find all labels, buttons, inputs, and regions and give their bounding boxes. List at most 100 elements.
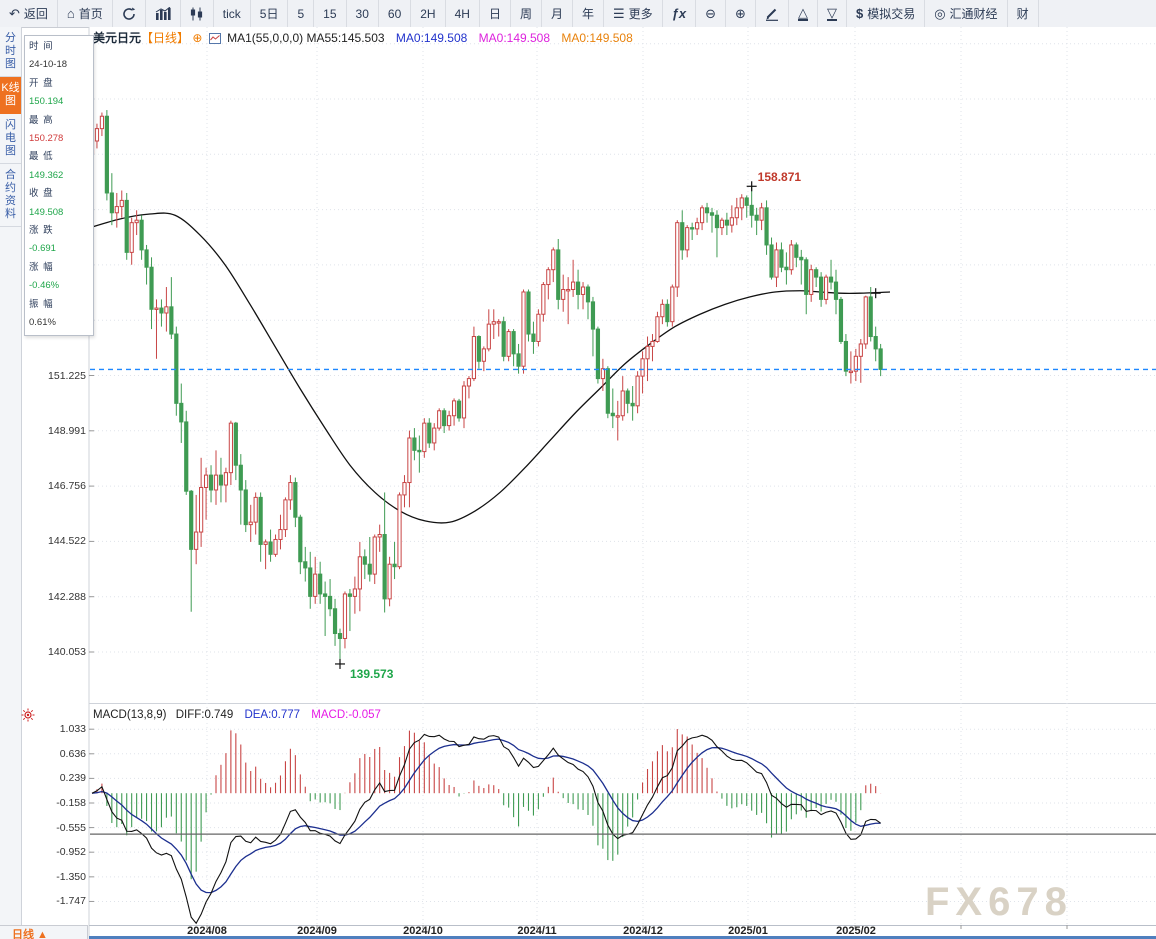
toolbar-button-label: 更多 <box>628 7 653 21</box>
y-axis-label: 140.053 <box>48 646 86 658</box>
toolbar-button-5[interactable]: 5 <box>288 0 315 27</box>
toolbar-button-label: 首页 <box>78 7 103 21</box>
refresh-icon <box>122 7 136 21</box>
toolbar-button-label: 汇通财经 <box>949 7 998 21</box>
toolbar-button-4H[interactable]: 4H <box>446 0 480 27</box>
toolbar-button-label: 财 <box>1016 7 1029 21</box>
toolbar-button-label: 模拟交易 <box>867 7 916 21</box>
ma-blue-value: MA0:149.508 <box>395 31 468 45</box>
toolbar-button-tick[interactable]: tick <box>214 0 251 27</box>
sidebar-tab-K线图[interactable]: K线图 <box>0 77 21 114</box>
main-chart-header: 美元日元【日线】 ⊕ MA1(55,0,0,0) MA55:145.503 MA… <box>93 29 633 47</box>
toolbar-button-label: 4H <box>454 6 470 21</box>
toolbar-button-pencil-icon[interactable] <box>756 0 789 27</box>
symbol-name: 美元日元 <box>93 31 142 45</box>
triangle-down-icon: ▽ <box>826 5 837 21</box>
toolbar-button-fx-icon[interactable]: ƒx <box>663 0 697 27</box>
sidebar-tab-闪电图[interactable]: 闪电图 <box>0 114 21 164</box>
toolbar-button-label: 年 <box>581 7 594 21</box>
info-label: 最 低 <box>29 151 54 163</box>
y-axis-label: 146.756 <box>48 480 86 493</box>
toolbar-button-label: 日 <box>488 7 501 21</box>
fx678-watermark: FX678 <box>925 880 1073 924</box>
x-axis-label: 2024/12 <box>623 925 663 937</box>
home-icon: ⌂ <box>66 6 75 21</box>
info-label: 涨 跌 <box>29 225 54 237</box>
info-label: 收 盘 <box>29 188 54 200</box>
toolbar-button-triangle-up-icon[interactable]: △ <box>789 0 818 27</box>
toolbar-button-label: 5日 <box>259 7 279 21</box>
ohlc-info-panel: 时 间 24-10-18 开 盘 150.194 最 高 150.278 最 低 149.36… <box>24 35 94 336</box>
toolbar-button-汇通财经[interactable]: ◎ 汇通财经 <box>925 0 1008 27</box>
toolbar-button-首页[interactable]: ⌂ 首页 <box>58 0 113 27</box>
toolbar-button-label: tick <box>222 6 241 21</box>
toolbar-button-2H[interactable]: 2H <box>411 0 446 27</box>
info-value: 149.362 <box>29 169 64 181</box>
toolbar-button-candlestick-icon[interactable] <box>181 0 214 27</box>
y-axis-label: 1.033 <box>59 723 86 736</box>
toolbar-button-refresh-icon[interactable] <box>113 0 146 27</box>
menu-icon: ☰ <box>613 6 625 21</box>
x-axis-label: 2025/02 <box>836 925 876 937</box>
toolbar-button-triangle-down-icon[interactable]: ▽ <box>818 0 847 27</box>
y-axis-label: 148.991 <box>48 424 86 437</box>
high-price-annotation: 158.871 <box>757 170 802 185</box>
dollar-icon: $ <box>855 6 864 21</box>
sidebar-tab-分时图[interactable]: 分时图 <box>0 27 21 77</box>
info-value: -0.46% <box>29 280 60 292</box>
toolbar-button-label: 30 <box>355 6 369 21</box>
y-axis-label: -0.555 <box>56 821 86 834</box>
ma-magenta-value: MA0:149.508 <box>478 31 551 45</box>
toolbar-button-bar-chart-icon[interactable] <box>146 0 181 27</box>
toolbar-button-label: 60 <box>387 6 402 21</box>
macd-diff-value: DIFF:0.749 <box>175 709 234 721</box>
toolbar-button-30[interactable]: 30 <box>347 0 379 27</box>
toolbar-button-年[interactable]: 年 <box>573 0 604 27</box>
macd-settings-icon[interactable] <box>21 708 35 727</box>
toolbar-button-zoom-in-icon[interactable]: ⊕ <box>726 0 756 27</box>
toolbar-button-模拟交易[interactable]: $ 模拟交易 <box>847 0 926 27</box>
y-axis-label: 144.522 <box>48 535 86 548</box>
info-value: 0.61% <box>29 317 56 329</box>
y-axis-label: -0.158 <box>56 796 86 809</box>
macd-header: MACD(13,8,9) DIFF:0.749 DEA:0.777 MACD:-… <box>93 709 381 721</box>
toolbar: ↶ 返回 ⌂ 首页 tick 5日 5 15 30 60 2H 4H 日周月年 ☰ 更多 ƒx ⊖ ⊕ △ ▽ $ 模拟交… <box>0 0 1156 28</box>
toolbar-button-15[interactable]: 15 <box>314 0 347 27</box>
bar-chart-icon <box>155 7 171 20</box>
toolbar-button-周[interactable]: 周 <box>511 0 542 27</box>
info-label: 最 高 <box>29 114 54 126</box>
toolbar-button-zoom-out-icon[interactable]: ⊖ <box>696 0 727 27</box>
low-price-annotation: 139.573 <box>350 666 394 681</box>
info-label: 开 盘 <box>29 77 54 89</box>
toolbar-button-label: 15 <box>323 6 337 21</box>
info-label: 涨 幅 <box>29 261 54 273</box>
info-label: 时 间 <box>29 41 54 52</box>
sidebar-tab-合约资料[interactable]: 合约资料 <box>0 164 21 227</box>
toolbar-button-日[interactable]: 日 <box>480 0 511 27</box>
macd-dea-value: DEA:0.777 <box>244 709 301 721</box>
triangle-up-icon: △ <box>797 5 808 21</box>
toolbar-button-60[interactable]: 60 <box>379 0 412 27</box>
zoom-in-icon: ⊕ <box>735 6 746 21</box>
toolbar-button-财[interactable]: 财 <box>1008 0 1039 27</box>
info-value: -0.691 <box>29 243 56 255</box>
toolbar-button-label: 2H <box>420 6 436 21</box>
ma-orange-value: MA0:149.508 <box>561 31 633 45</box>
y-axis-label: -1.350 <box>56 870 86 883</box>
mini-chart-icon <box>208 33 221 47</box>
add-indicator-icon[interactable]: ⊕ <box>192 31 203 45</box>
chart-type-sidebar: 分时图 K线图 闪电图 合约资料 <box>0 27 22 925</box>
y-axis-label: -1.747 <box>56 895 86 908</box>
info-value: 149.508 <box>29 206 64 218</box>
toolbar-button-返回[interactable]: ↶ 返回 <box>0 0 58 27</box>
ma-settings-label: MA1(55,0,0,0) MA55:145.503 <box>227 31 385 45</box>
x-axis-label: 2024/11 <box>517 925 557 937</box>
macd-bar-value: MACD:-0.057 <box>311 709 381 721</box>
toolbar-button-5日[interactable]: 5日 <box>251 0 289 27</box>
x-axis-label: 2024/08 <box>187 925 227 937</box>
period-footer-tab[interactable]: 日线 ▲ <box>0 925 88 939</box>
toolbar-button-更多[interactable]: ☰ 更多 <box>604 0 663 27</box>
toolbar-button-月[interactable]: 月 <box>542 0 573 27</box>
